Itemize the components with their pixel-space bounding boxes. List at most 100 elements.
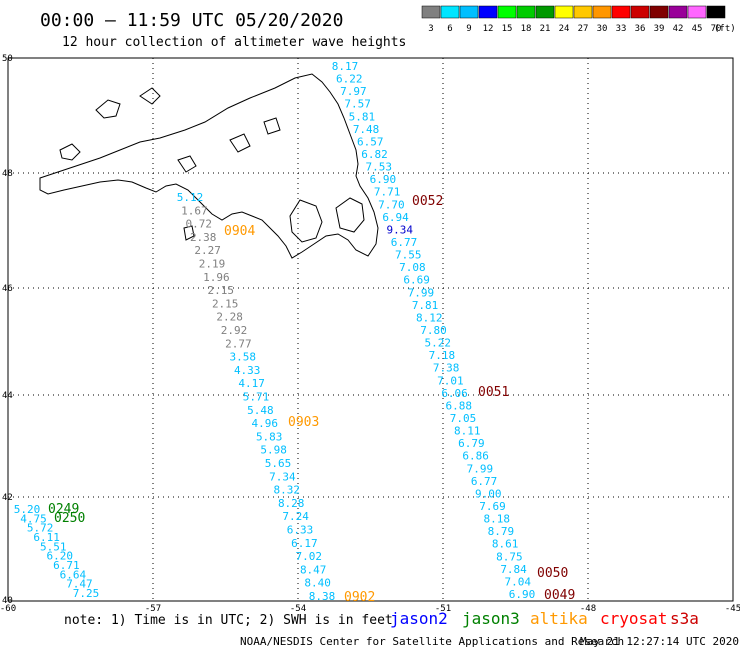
track-a-wave-height: 7.71 (374, 186, 401, 199)
track-b-wave-height: 5.98 (260, 444, 287, 457)
scale-swatch (459, 5, 479, 19)
track-b-wave-height: 7.24 (282, 510, 309, 523)
track-a-wave-height: 9.34 (387, 223, 414, 236)
wave-height-color-scale: 3 6 9 12 15 18 21 24 27 30 33 36 39 42 45 70 (421, 5, 726, 34)
scale-label: 24 (559, 24, 570, 34)
track-b-wave-height: 2.38 (190, 231, 217, 244)
wave-height-tracks: 8.176.227.977.575.817.486.576.827.536.90… (14, 60, 576, 605)
pass-timestamp: 0050 (537, 566, 568, 581)
generated-timestamp: May 21 12:27:14 UTC 2020 (580, 635, 739, 648)
scale-swatch (421, 5, 441, 19)
track-a-wave-height: 7.08 (399, 261, 426, 274)
scale-label: 18 (521, 24, 532, 34)
track-b-wave-height: 8.28 (278, 497, 305, 510)
scale-swatch (573, 5, 593, 19)
track-a-wave-height: 6.90 (509, 588, 536, 601)
track-a-wave-height: 5.81 (349, 110, 376, 123)
latitude-tick-label: 42 (2, 493, 13, 503)
scale-swatch (687, 5, 707, 19)
track-a-wave-height: 7.99 (467, 462, 494, 475)
pass-timestamp: 0249 (48, 502, 79, 517)
track-a-wave-height: 7.80 (420, 324, 447, 337)
map-subtitle: 12 hour collection of altimeter wave hei… (62, 35, 406, 50)
credit-text: NOAA/NESDIS Center for Satellite Applica… (240, 635, 624, 648)
scale-label: 33 (616, 24, 627, 34)
track-c-wave-height: 6.20 (47, 550, 74, 563)
track-a-wave-height: 6.86 (462, 450, 489, 463)
track-a-wave-height: 7.04 (505, 575, 532, 588)
track-b-wave-height: 4.33 (234, 364, 261, 377)
scale-swatch (649, 5, 669, 19)
track-a-wave-height: 6.06 (441, 387, 468, 400)
track-a-wave-height: 6.88 (446, 399, 473, 412)
scale-label: 12 (483, 24, 494, 34)
newfoundland-coastline (39, 73, 379, 259)
track-a-wave-height: 7.70 (378, 198, 405, 211)
track-b-wave-height: 2.15 (208, 284, 235, 297)
pass-timestamp: 0902 (344, 590, 375, 605)
pass-timestamp: 0052 (412, 194, 443, 209)
latitude-tick-label: 46 (2, 284, 13, 294)
track-c-wave-height: 7.47 (66, 578, 93, 591)
track-b-wave-height: 4.17 (238, 377, 265, 390)
track-a-wave-height: 6.77 (471, 475, 498, 488)
track-b-wave-height: 2.19 (199, 258, 226, 271)
scale-swatch (630, 5, 650, 19)
scale-swatch (592, 5, 612, 19)
track-a-wave-height: 8.17 (332, 60, 359, 73)
scale-label: 6 (447, 24, 452, 34)
scale-label: 27 (578, 24, 589, 34)
track-b-wave-height: 7.34 (269, 470, 296, 483)
track-b-wave-height: 5.65 (265, 457, 292, 470)
satellite-legend-jason3: jason3 (462, 609, 520, 628)
track-a-wave-height: 5.22 (424, 337, 451, 350)
track-a-wave-height: 7.97 (340, 85, 367, 98)
track-a-wave-height: 7.55 (395, 249, 422, 262)
track-a-wave-height: 7.38 (433, 362, 460, 375)
track-a-wave-height: 8.18 (483, 513, 510, 526)
track-a-wave-height: 8.11 (454, 425, 481, 438)
scale-label: 30 (597, 24, 608, 34)
pass-timestamp: 0049 (544, 588, 575, 603)
track-b-wave-height: 8.38 (309, 590, 336, 603)
track-c-wave-height: 6.11 (33, 531, 60, 544)
longitude-tick-label: -57 (145, 604, 161, 614)
track-c-wave-height: 5.51 (40, 540, 67, 553)
scale-label: 9 (466, 24, 471, 34)
scale-label: 21 (540, 24, 551, 34)
track-a-wave-height: 6.57 (357, 135, 384, 148)
longitude-tick-label: -48 (580, 604, 596, 614)
scale-swatch (497, 5, 517, 19)
track-a-wave-height: 6.69 (403, 274, 430, 287)
pass-timestamp: 0903 (288, 415, 319, 430)
track-b-wave-height: 0.72 (186, 218, 213, 231)
track-b-wave-height: 6.17 (291, 537, 318, 550)
track-b-wave-height: 6.33 (287, 524, 314, 537)
satellite-legend-s3a: s3a (670, 609, 699, 628)
track-c-wave-height: 5.72 (27, 522, 54, 535)
map-frame (7, 57, 734, 602)
satellite-legend-jason2: jason2 (390, 609, 448, 628)
track-b-wave-height: 5.83 (256, 430, 283, 443)
track-b-wave-height: 2.28 (216, 311, 243, 324)
track-a-wave-height: 7.05 (450, 412, 477, 425)
scale-label: 15 (502, 24, 513, 34)
map-axes: -60 -57 -54 -51 -48 -45 50 48 46 44 42 40 (0, 54, 740, 614)
scale-swatch (706, 5, 726, 19)
satellite-legend-cryosat: cryosat (600, 609, 667, 628)
track-b-wave-height: 8.32 (274, 484, 301, 497)
track-a-wave-height: 9.00 (475, 487, 502, 500)
track-a-wave-height: 7.57 (344, 98, 371, 111)
satellite-legend: jason2 jason3 altika cryosat s3a (390, 609, 699, 628)
track-a-wave-height: 8.61 (492, 538, 519, 551)
scale-label: 42 (673, 24, 684, 34)
map-title: 00:00 – 11:59 UTC 05/20/2020 (40, 10, 343, 31)
lat-lon-grid (8, 58, 733, 601)
satellite-legend-altika: altika (530, 609, 588, 628)
scale-label: 3 (428, 24, 433, 34)
track-a-wave-height: 7.48 (353, 123, 380, 136)
pass-timestamp: 0904 (224, 224, 255, 239)
track-c-wave-height: 5.20 (14, 503, 41, 516)
track-b-wave-height: 5.48 (247, 404, 274, 417)
scale-label: 45 (692, 24, 703, 34)
